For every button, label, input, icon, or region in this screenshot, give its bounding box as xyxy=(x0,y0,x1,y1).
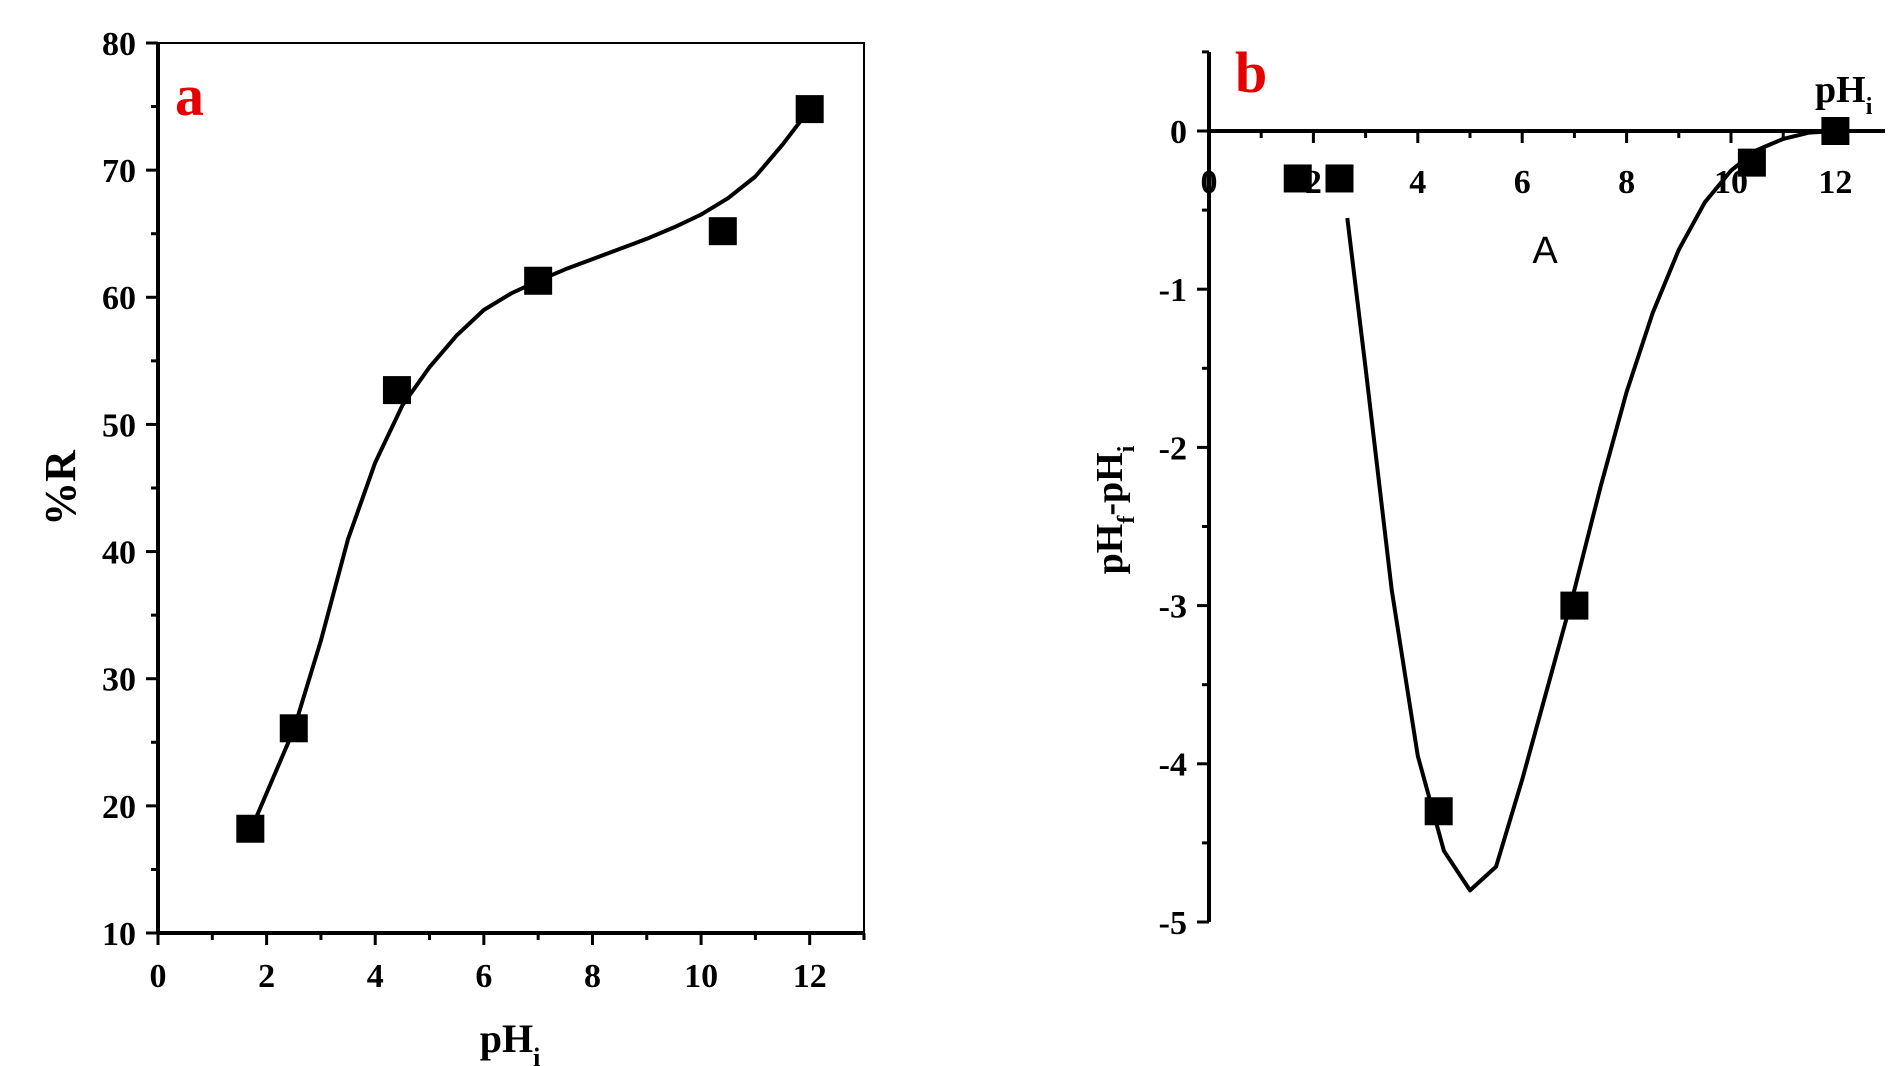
data-point xyxy=(1560,591,1589,620)
data-point xyxy=(1737,148,1766,177)
data-point xyxy=(708,217,737,246)
data-points xyxy=(236,95,824,843)
data-point xyxy=(524,266,553,295)
data-point xyxy=(279,714,308,743)
x-axis-title: pHi xyxy=(480,1016,541,1066)
y-axis-title: pHf-pHi xyxy=(1089,445,1140,574)
panel-a: 0 2 4 6 8 10 12 10 20 30 40 50 60 70 80 a pHi %R xyxy=(36,26,866,1066)
data-point xyxy=(1821,117,1850,145)
y-tick-label: 30 xyxy=(102,662,136,699)
y-tick-label: 50 xyxy=(102,407,136,444)
x-tick-label: 6 xyxy=(475,958,492,995)
x-tick-label: 8 xyxy=(1618,164,1635,201)
x-tick-label: 2 xyxy=(258,958,275,995)
x-tick-label: 4 xyxy=(1409,164,1426,201)
fit-curve-line xyxy=(1345,129,1836,893)
y-tick-label: 40 xyxy=(102,534,136,571)
panel-label: b xyxy=(1235,40,1267,105)
y-tick-label: 20 xyxy=(102,789,136,826)
x-tick-label: 6 xyxy=(1514,164,1531,201)
x-tick-label: 4 xyxy=(367,958,384,995)
panel-b: 0 2 4 6 8 10 120-1-2-3-4-5 b A pHi pHf-pHi xyxy=(1089,40,1885,942)
y-axis-title: %R xyxy=(36,449,85,526)
x-tick-label: 12 xyxy=(793,958,827,995)
data-point xyxy=(795,95,824,124)
data-point xyxy=(382,376,411,405)
axis-ticks: 0 2 4 6 8 10 120-1-2-3-4-5 xyxy=(1159,50,1852,942)
data-point xyxy=(1283,164,1312,193)
x-tick-label: 8 xyxy=(584,958,601,995)
y-tick-label: 0 xyxy=(1170,114,1187,151)
fit-curve xyxy=(1345,129,1836,893)
data-points xyxy=(1283,117,1850,826)
y-tick-label: -5 xyxy=(1159,905,1187,942)
y-tick-label: 10 xyxy=(102,916,136,953)
y-tick-label: 80 xyxy=(102,26,136,63)
x-axis-title: pHi xyxy=(1815,69,1873,120)
y-tick-label: -2 xyxy=(1159,430,1187,467)
annotation-label: A xyxy=(1532,230,1558,272)
data-point xyxy=(1424,797,1453,826)
y-tick-label: -4 xyxy=(1159,747,1187,784)
data-point xyxy=(1325,164,1354,193)
y-tick-label: 70 xyxy=(102,153,136,190)
panel-label: a xyxy=(175,63,204,128)
data-point xyxy=(236,814,265,843)
y-tick-label: -3 xyxy=(1159,589,1187,626)
x-tick-label: 10 xyxy=(684,958,718,995)
x-tick-label: 12 xyxy=(1818,164,1852,201)
x-tick-label: 0 xyxy=(150,958,167,995)
axis-ticks: 0 2 4 6 8 10 12 10 20 30 40 50 60 70 80 xyxy=(102,26,866,995)
y-tick-label: -1 xyxy=(1159,272,1187,309)
x-tick-label: 0 xyxy=(1201,164,1218,201)
y-tick-label: 60 xyxy=(102,280,136,317)
